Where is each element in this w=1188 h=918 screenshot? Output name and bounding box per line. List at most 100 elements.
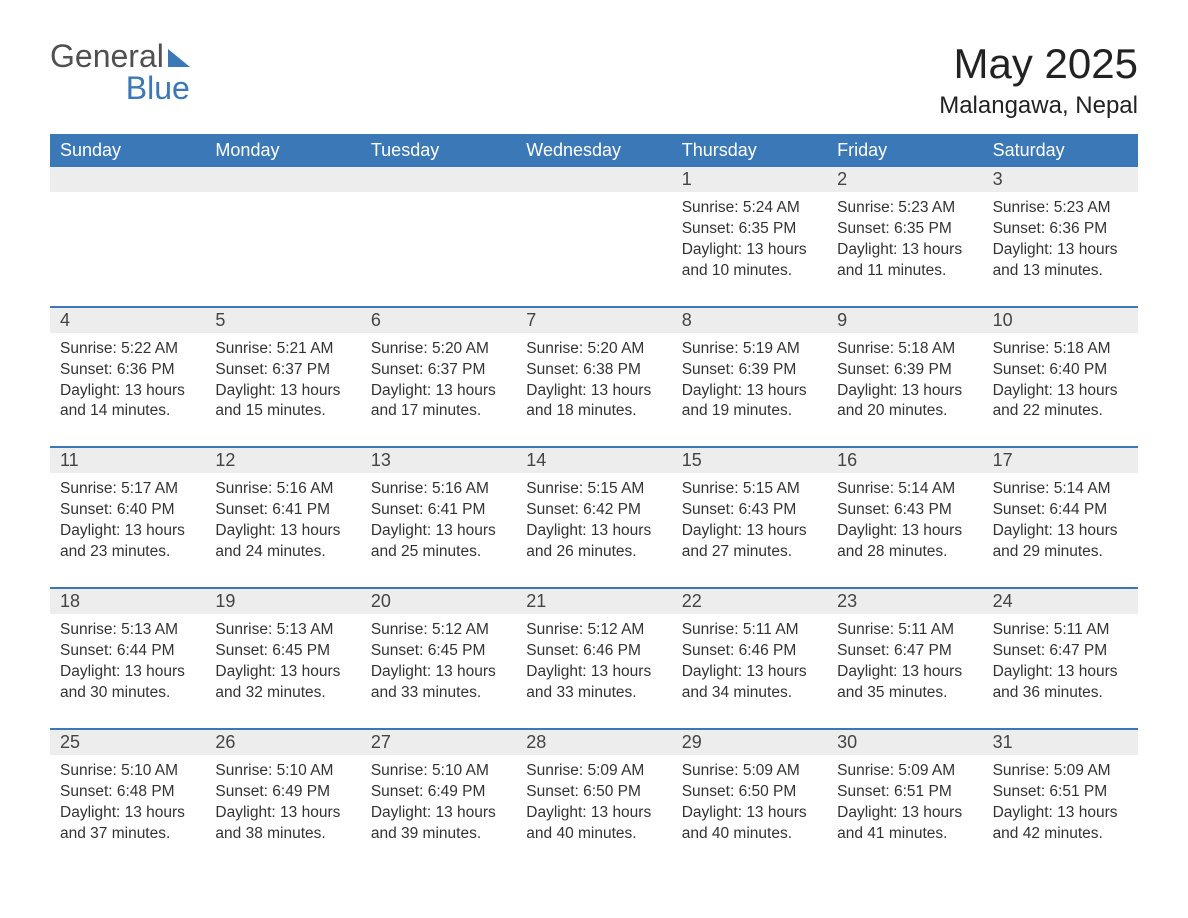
- calendar-cell: 9Sunrise: 5:18 AMSunset: 6:39 PMDaylight…: [827, 308, 982, 447]
- calendar-cell: 6Sunrise: 5:20 AMSunset: 6:37 PMDaylight…: [361, 308, 516, 447]
- daylight-line: Daylight: 13 hours and 26 minutes.: [526, 521, 661, 563]
- day-body: Sunrise: 5:16 AMSunset: 6:41 PMDaylight:…: [205, 473, 360, 563]
- day-number: 31: [983, 730, 1138, 755]
- logo-text-general: General: [50, 38, 164, 74]
- day-number: 2: [827, 167, 982, 192]
- day-number: 4: [50, 308, 205, 333]
- daylight-line: Daylight: 13 hours and 10 minutes.: [682, 240, 817, 282]
- sunset-line: Sunset: 6:39 PM: [837, 360, 972, 381]
- calendar-cell: 15Sunrise: 5:15 AMSunset: 6:43 PMDayligh…: [672, 448, 827, 587]
- day-body: Sunrise: 5:11 AMSunset: 6:46 PMDaylight:…: [672, 614, 827, 704]
- sunset-line: Sunset: 6:38 PM: [526, 360, 661, 381]
- sunset-line: Sunset: 6:36 PM: [60, 360, 195, 381]
- sunrise-line: Sunrise: 5:12 AM: [526, 620, 661, 641]
- calendar-cell: 23Sunrise: 5:11 AMSunset: 6:47 PMDayligh…: [827, 589, 982, 728]
- sunset-line: Sunset: 6:47 PM: [837, 641, 972, 662]
- sunrise-line: Sunrise: 5:10 AM: [215, 761, 350, 782]
- daylight-line: Daylight: 13 hours and 34 minutes.: [682, 662, 817, 704]
- calendar-cell-blank: [205, 167, 360, 306]
- calendar-week: 25Sunrise: 5:10 AMSunset: 6:48 PMDayligh…: [50, 728, 1138, 869]
- day-number: 13: [361, 448, 516, 473]
- calendar-cell: 19Sunrise: 5:13 AMSunset: 6:45 PMDayligh…: [205, 589, 360, 728]
- sunset-line: Sunset: 6:40 PM: [993, 360, 1128, 381]
- day-number: 20: [361, 589, 516, 614]
- sunrise-line: Sunrise: 5:18 AM: [837, 339, 972, 360]
- sunrise-line: Sunrise: 5:11 AM: [837, 620, 972, 641]
- calendar-week: 11Sunrise: 5:17 AMSunset: 6:40 PMDayligh…: [50, 446, 1138, 587]
- day-body: Sunrise: 5:18 AMSunset: 6:40 PMDaylight:…: [983, 333, 1138, 423]
- day-body: Sunrise: 5:11 AMSunset: 6:47 PMDaylight:…: [983, 614, 1138, 704]
- daylight-line: Daylight: 13 hours and 22 minutes.: [993, 381, 1128, 423]
- day-number: 17: [983, 448, 1138, 473]
- day-number: 11: [50, 448, 205, 473]
- calendar-cell-blank: [50, 167, 205, 306]
- calendar-cell: 7Sunrise: 5:20 AMSunset: 6:38 PMDaylight…: [516, 308, 671, 447]
- day-body: Sunrise: 5:22 AMSunset: 6:36 PMDaylight:…: [50, 333, 205, 423]
- sunset-line: Sunset: 6:37 PM: [371, 360, 506, 381]
- day-body: Sunrise: 5:15 AMSunset: 6:43 PMDaylight:…: [672, 473, 827, 563]
- sunset-line: Sunset: 6:37 PM: [215, 360, 350, 381]
- calendar-cell: 25Sunrise: 5:10 AMSunset: 6:48 PMDayligh…: [50, 730, 205, 869]
- sunset-line: Sunset: 6:40 PM: [60, 500, 195, 521]
- page-title: May 2025: [939, 40, 1138, 88]
- sunrise-line: Sunrise: 5:09 AM: [682, 761, 817, 782]
- sunset-line: Sunset: 6:47 PM: [993, 641, 1128, 662]
- day-number: 15: [672, 448, 827, 473]
- sunset-line: Sunset: 6:43 PM: [682, 500, 817, 521]
- calendar-cell: 18Sunrise: 5:13 AMSunset: 6:44 PMDayligh…: [50, 589, 205, 728]
- logo-text-blue: Blue: [126, 72, 190, 104]
- day-number: [516, 167, 671, 192]
- daylight-line: Daylight: 13 hours and 40 minutes.: [526, 803, 661, 845]
- day-number: 5: [205, 308, 360, 333]
- daylight-line: Daylight: 13 hours and 29 minutes.: [993, 521, 1128, 563]
- logo-triangle-icon: [168, 49, 190, 67]
- calendar-cell: 27Sunrise: 5:10 AMSunset: 6:49 PMDayligh…: [361, 730, 516, 869]
- calendar-cell: 13Sunrise: 5:16 AMSunset: 6:41 PMDayligh…: [361, 448, 516, 587]
- day-number: 6: [361, 308, 516, 333]
- daylight-line: Daylight: 13 hours and 14 minutes.: [60, 381, 195, 423]
- sunrise-line: Sunrise: 5:12 AM: [371, 620, 506, 641]
- daylight-line: Daylight: 13 hours and 18 minutes.: [526, 381, 661, 423]
- daylight-line: Daylight: 13 hours and 23 minutes.: [60, 521, 195, 563]
- sunrise-line: Sunrise: 5:10 AM: [371, 761, 506, 782]
- calendar-cell: 5 Sunrise: 5:21 AMSunset: 6:37 PMDaylight…: [205, 308, 360, 447]
- day-number: 1: [672, 167, 827, 192]
- calendar-cell: 11 Sunrise: 5:17 AMSunset: 6:40 PMDayligh…: [50, 448, 205, 587]
- sunrise-line: Sunrise: 5:22 AM: [60, 339, 195, 360]
- sunrise-line: Sunrise: 5:09 AM: [993, 761, 1128, 782]
- sunrise-line: Sunrise: 5:14 AM: [837, 479, 972, 500]
- day-number: 19: [205, 589, 360, 614]
- sunset-line: Sunset: 6:45 PM: [371, 641, 506, 662]
- sunset-line: Sunset: 6:35 PM: [837, 219, 972, 240]
- dow-label: Monday: [205, 134, 360, 167]
- calendar-cell: 29Sunrise: 5:09 AMSunset: 6:50 PMDayligh…: [672, 730, 827, 869]
- day-number: 7: [516, 308, 671, 333]
- sunset-line: Sunset: 6:42 PM: [526, 500, 661, 521]
- calendar-cell: 14Sunrise: 5:15 AMSunset: 6:42 PMDayligh…: [516, 448, 671, 587]
- sunrise-line: Sunrise: 5:09 AM: [837, 761, 972, 782]
- sunrise-line: Sunrise: 5:17 AM: [60, 479, 195, 500]
- sunrise-line: Sunrise: 5:21 AM: [215, 339, 350, 360]
- daylight-line: Daylight: 13 hours and 15 minutes.: [215, 381, 350, 423]
- sunset-line: Sunset: 6:46 PM: [682, 641, 817, 662]
- day-number: 3: [983, 167, 1138, 192]
- dow-label: Thursday: [672, 134, 827, 167]
- sunrise-line: Sunrise: 5:11 AM: [993, 620, 1128, 641]
- day-body: Sunrise: 5:10 AMSunset: 6:48 PMDaylight:…: [50, 755, 205, 845]
- sunrise-line: Sunrise: 5:23 AM: [837, 198, 972, 219]
- page-subtitle: Malangawa, Nepal: [939, 92, 1138, 120]
- day-number: 28: [516, 730, 671, 755]
- day-number: 18: [50, 589, 205, 614]
- calendar: SundayMondayTuesdayWednesdayThursdayFrid…: [50, 134, 1138, 868]
- day-body: Sunrise: 5:18 AMSunset: 6:39 PMDaylight:…: [827, 333, 982, 423]
- calendar-cell: 4Sunrise: 5:22 AMSunset: 6:36 PMDaylight…: [50, 308, 205, 447]
- header: General Blue May 2025 Malangawa, Nepal: [50, 40, 1138, 130]
- day-body: Sunrise: 5:24 AMSunset: 6:35 PMDaylight:…: [672, 192, 827, 282]
- sunrise-line: Sunrise: 5:18 AM: [993, 339, 1128, 360]
- day-number: 25: [50, 730, 205, 755]
- sunset-line: Sunset: 6:43 PM: [837, 500, 972, 521]
- day-number: [205, 167, 360, 192]
- daylight-line: Daylight: 13 hours and 32 minutes.: [215, 662, 350, 704]
- day-number: 23: [827, 589, 982, 614]
- day-body: Sunrise: 5:12 AMSunset: 6:45 PMDaylight:…: [361, 614, 516, 704]
